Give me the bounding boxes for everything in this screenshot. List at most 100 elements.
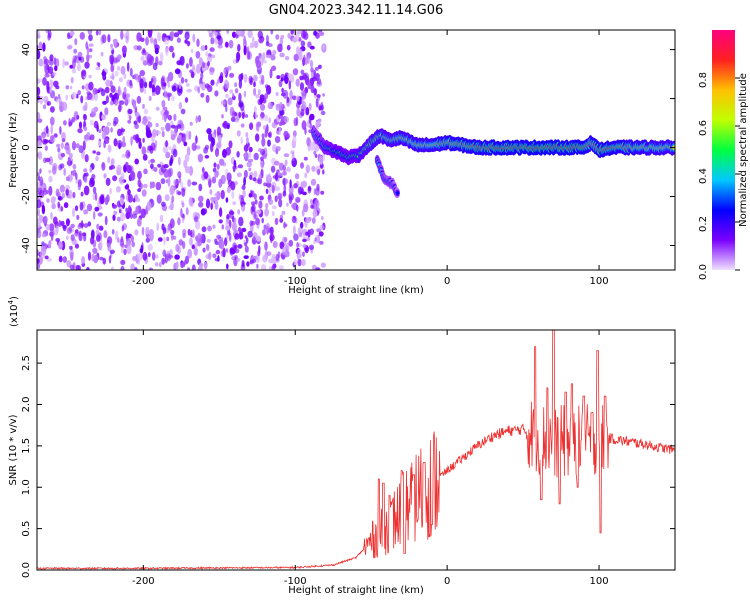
noise-speckle [88,54,93,59]
noise-speckle [243,169,248,179]
noise-speckle [104,86,110,94]
noise-speckle [181,240,186,250]
noise-speckle [173,179,178,186]
noise-speckle [47,30,52,39]
noise-speckle [48,169,52,174]
noise-speckle [197,115,202,123]
noise-speckle [306,137,311,147]
noise-speckle [261,74,265,85]
noise-speckle [120,211,125,222]
noise-speckle [88,179,95,188]
noise-speckle [264,114,268,122]
noise-speckle [82,105,87,112]
noise-speckle [109,101,114,106]
noise-speckle [293,233,299,241]
noise-speckle [282,177,286,186]
noise-speckle [198,262,204,268]
noise-speckle [39,176,44,187]
noise-speckle [147,121,153,128]
noise-speckle [255,94,260,99]
noise-speckle [130,136,133,146]
noise-speckle [253,87,257,96]
noise-speckle [176,124,182,129]
noise-speckle [162,249,167,257]
noise-speckle [286,96,290,104]
noise-speckle [176,37,181,43]
noise-speckle [297,30,303,35]
noise-speckle [205,243,210,251]
noise-speckle [211,54,216,59]
noise-speckle [58,96,62,106]
noise-speckle [270,165,276,173]
noise-speckle [279,217,284,223]
noise-speckle [286,44,291,51]
noise-speckle [227,122,230,129]
noise-speckle [169,185,175,196]
noise-speckle [52,216,58,225]
noise-speckle [253,74,258,82]
noise-speckle [278,265,284,270]
noise-speckle [207,30,213,34]
noise-speckle [269,226,274,236]
noise-speckle [98,225,104,231]
noise-speckle [322,93,325,97]
noise-speckle [256,254,260,263]
noise-speckle [208,132,213,142]
noise-speckle [178,101,183,110]
noise-speckle [143,87,147,95]
noise-speckle [81,256,86,265]
noise-speckle [241,112,245,119]
noise-speckle [37,86,41,96]
noise-speckle [217,44,223,49]
noise-speckle [89,167,93,173]
noise-speckle [143,108,149,115]
noise-speckle [116,216,121,222]
noise-speckle [213,162,217,168]
noise-speckle [161,115,165,121]
frequency-ridge [311,125,675,199]
noise-speckle [117,139,123,149]
noise-speckle [135,206,139,215]
noise-speckle [45,125,49,135]
noise-speckle [69,30,75,36]
noise-speckle [315,234,319,243]
noise-speckle [249,42,255,49]
spectrogram-y-label: Frequency (Hz) [8,112,19,188]
noise-speckle [275,172,279,181]
noise-speckle [315,66,319,71]
noise-speckle [151,251,156,261]
noise-speckle [257,89,261,96]
noise-speckle [220,100,226,106]
noise-speckle [295,78,300,87]
noise-speckle [182,228,187,236]
noise-speckle [229,89,233,94]
noise-speckle [39,168,42,174]
noise-speckle [77,128,83,134]
noise-speckle [200,92,205,98]
noise-speckle [50,196,56,205]
noise-speckle [235,59,239,63]
noise-speckle [164,194,170,202]
noise-speckle [118,104,122,113]
noise-speckle [222,247,226,258]
noise-speckle [140,55,145,62]
noise-speckle [289,90,293,100]
noise-speckle [234,82,238,88]
noise-speckle [260,156,264,161]
noise-speckle [107,144,112,153]
noise-speckle [243,45,247,56]
noise-speckle [72,207,75,217]
noise-speckle [169,159,173,167]
noise-speckle [106,122,111,126]
noise-speckle [171,52,175,59]
noise-speckle [243,255,249,259]
noise-speckle [194,242,199,248]
noise-speckle [219,72,224,81]
noise-speckle [257,30,263,39]
noise-speckle [97,62,101,68]
noise-speckle [126,244,132,255]
noise-speckle [146,201,152,211]
noise-speckle [236,172,242,178]
noise-speckle [195,51,201,59]
